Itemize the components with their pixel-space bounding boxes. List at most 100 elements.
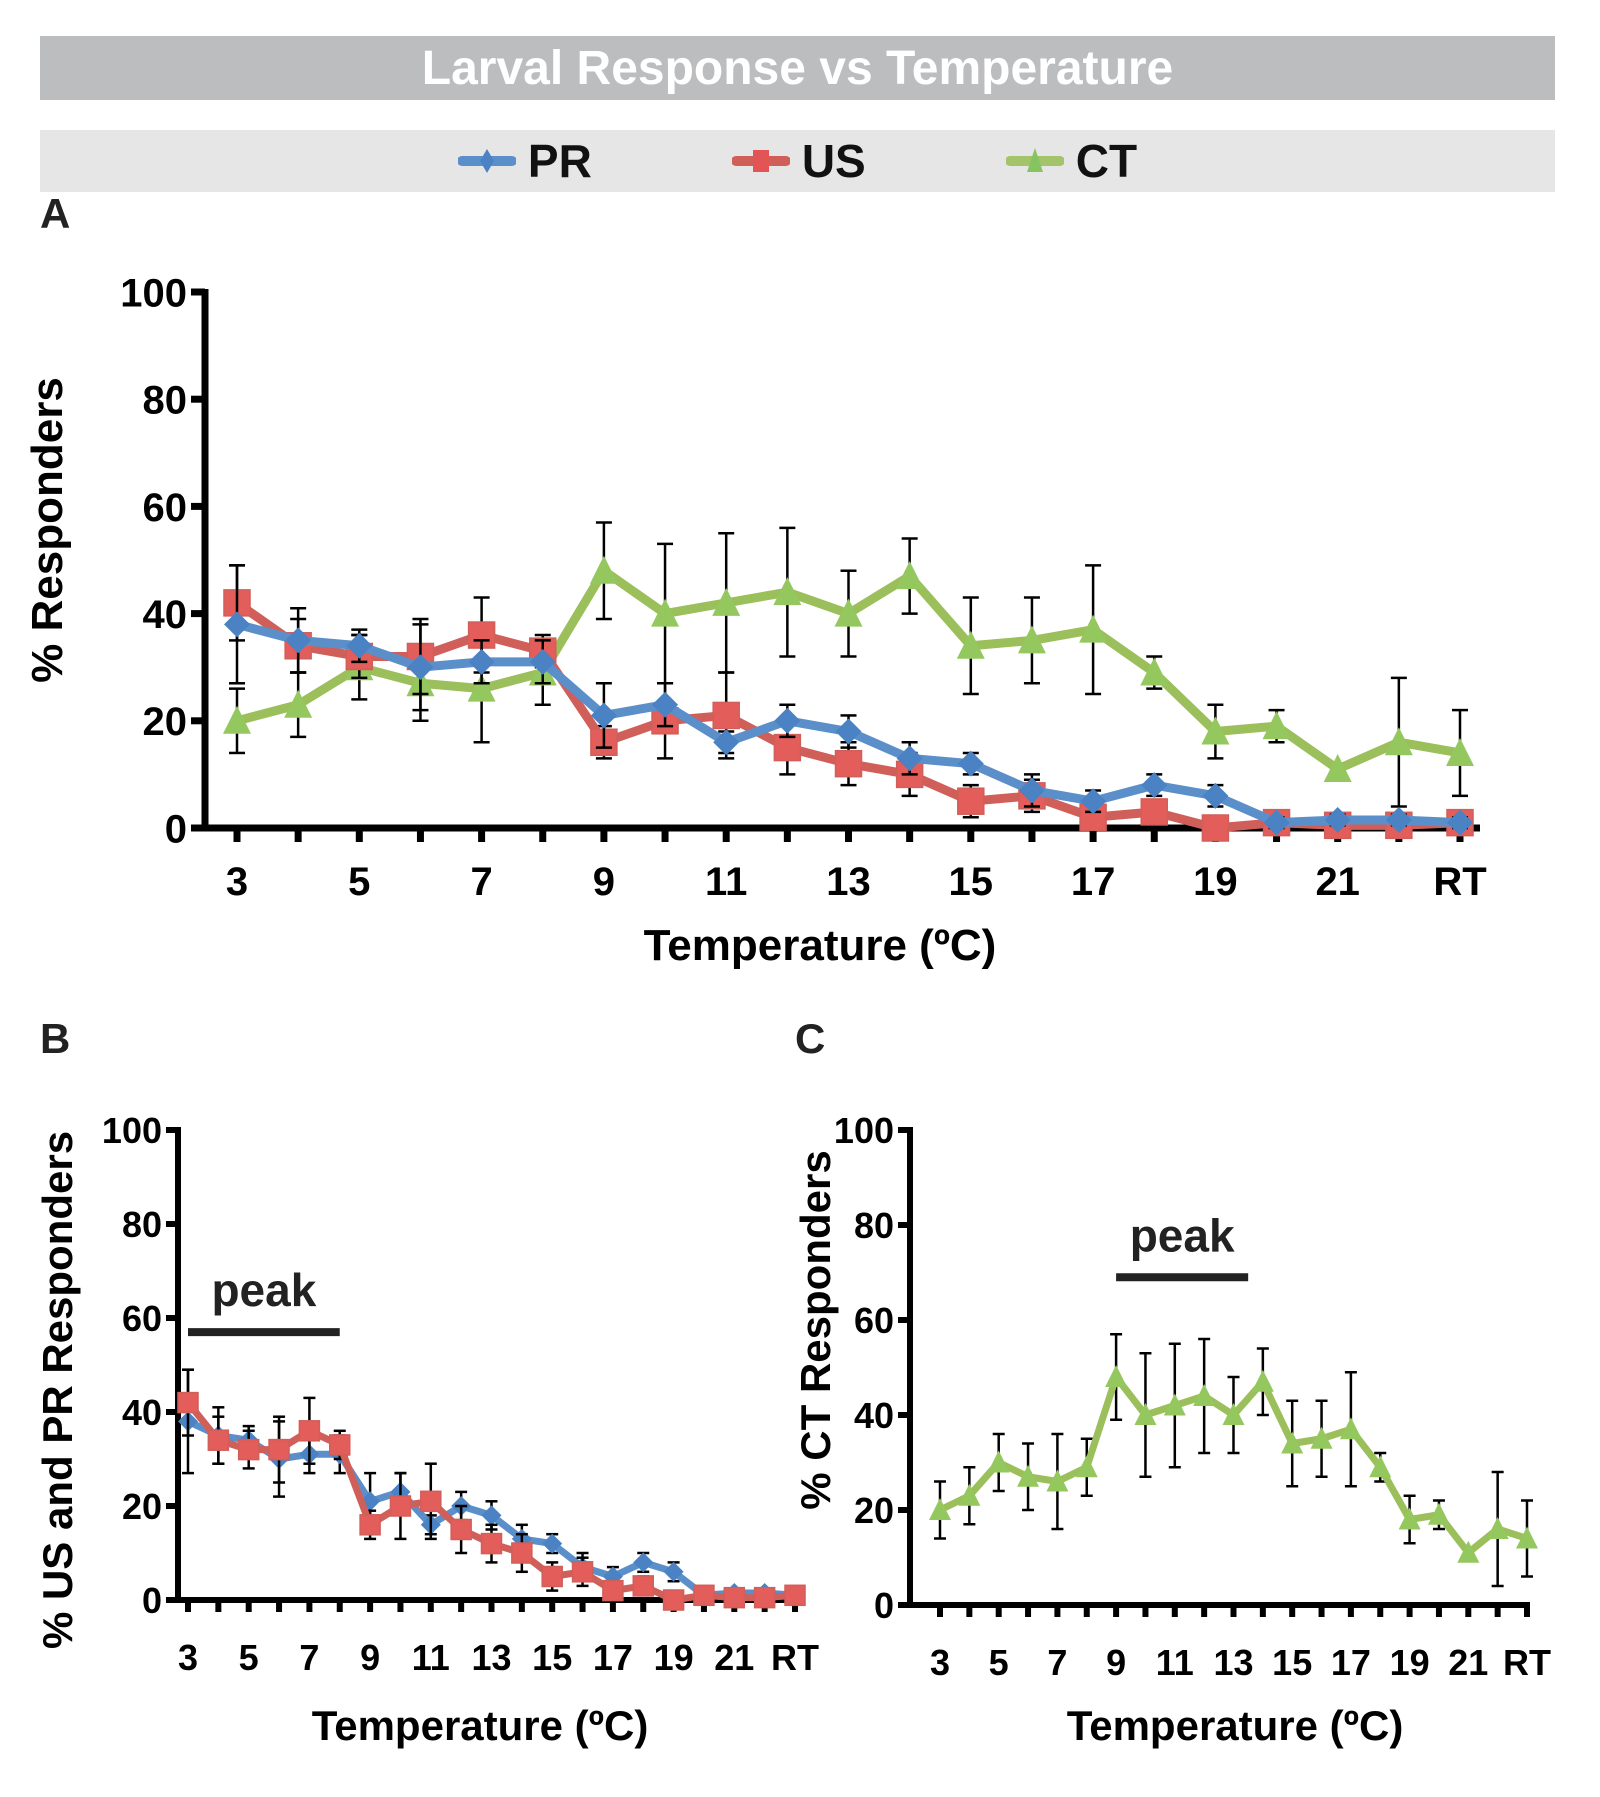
- x-tick-label: 11: [412, 1637, 450, 1678]
- data-point: [1163, 1393, 1186, 1416]
- diamond-marker-icon: [457, 149, 516, 173]
- x-tick-label: 3: [178, 1637, 198, 1678]
- y-tick-label: 60: [854, 1300, 894, 1341]
- square-marker-icon: [731, 150, 790, 172]
- data-point: [1193, 1384, 1216, 1406]
- panel-label-c: C: [795, 1015, 826, 1062]
- data-point: [1339, 1417, 1362, 1440]
- data-point: [1140, 798, 1168, 826]
- x-tick-label: 19: [1193, 860, 1238, 904]
- data-point: [712, 587, 741, 616]
- data-point: [1202, 782, 1229, 809]
- series-us: [177, 1368, 806, 1611]
- y-tick-label: 20: [854, 1490, 894, 1531]
- data-point: [407, 654, 434, 681]
- data-point: [1141, 772, 1168, 799]
- data-point: [1516, 1526, 1538, 1549]
- data-point: [1310, 1426, 1333, 1449]
- data-point: [958, 1483, 981, 1506]
- data-point: [834, 749, 863, 778]
- data-point: [468, 648, 495, 675]
- x-tick-label: 7: [299, 1637, 319, 1678]
- data-point: [1369, 1455, 1392, 1478]
- x-tick-label: 5: [239, 1637, 259, 1678]
- data-point: [957, 750, 984, 777]
- data-point: [956, 630, 985, 659]
- panel-label-b: B: [40, 1015, 71, 1062]
- data-point: [632, 1575, 654, 1597]
- figure-title: Larval Response vs Temperature: [40, 36, 1555, 100]
- data-point: [1251, 1369, 1274, 1392]
- x-tick-label: 13: [471, 1637, 511, 1678]
- x-tick-label: 13: [826, 860, 871, 904]
- legend: PR US CT: [40, 130, 1555, 192]
- panel-label-a: A: [40, 190, 71, 237]
- data-point: [589, 555, 618, 584]
- x-tick-label: 7: [1047, 1642, 1067, 1683]
- x-tick-label: 17: [1331, 1642, 1371, 1683]
- chart-panel-a: 0 20 40 60 80 100 3 5 7 9 11 13 15 17 19 21 RT Temperatur…: [23, 271, 1487, 970]
- data-point: [590, 702, 617, 729]
- x-tick-label: 11: [1156, 1642, 1194, 1683]
- data-point: [237, 1438, 260, 1461]
- y-tick-label: 60: [122, 1298, 162, 1339]
- data-point: [1201, 814, 1230, 842]
- data-point: [1075, 1455, 1098, 1478]
- x-tick-label: RT: [771, 1637, 819, 1678]
- data-point: [207, 1429, 230, 1451]
- chart-panel-b: 0 20 40 60 80 100 3 5 7 9 11 13 15 17 19 21 RT Temperatur…: [34, 1110, 819, 1749]
- data-point: [359, 1514, 381, 1536]
- x-tick-label: 15: [1272, 1642, 1312, 1683]
- y-tick-label: 20: [143, 700, 188, 744]
- data-point: [1324, 806, 1351, 833]
- data-point: [1105, 1365, 1128, 1387]
- data-point: [1263, 809, 1290, 836]
- data-point: [268, 1438, 290, 1461]
- data-point: [1201, 716, 1230, 745]
- chart-panel-c: 0 20 40 60 80 100 3 5 7 9 11 13 15 17 19 21 RT Temperatur…: [792, 1110, 1551, 1749]
- data-point: [723, 1586, 746, 1609]
- legend-label: CT: [1075, 135, 1138, 187]
- y-tick-label: 80: [143, 379, 188, 423]
- data-point: [784, 1584, 806, 1607]
- triangle-marker-icon: [1005, 148, 1064, 172]
- x-tick-label: 19: [1390, 1642, 1430, 1683]
- x-axis-title: Temperature (ºC): [312, 1702, 649, 1749]
- legend-label: PR: [527, 135, 592, 187]
- x-tick-label: 19: [654, 1637, 694, 1678]
- data-point: [1457, 1540, 1480, 1563]
- y-tick-label: 0: [165, 807, 187, 851]
- data-point: [1323, 754, 1352, 783]
- data-point: [712, 701, 740, 730]
- data-point: [652, 691, 679, 718]
- data-point: [571, 1561, 594, 1583]
- y-tick-label: 0: [874, 1585, 894, 1626]
- series-pr: [178, 1368, 805, 1606]
- x-tick-label: 9: [593, 860, 615, 904]
- x-tick-label: 13: [1213, 1642, 1253, 1683]
- x-tick-label: 7: [470, 860, 492, 904]
- series-pr: [224, 564, 1473, 836]
- data-point: [651, 598, 680, 627]
- data-point: [693, 1584, 715, 1607]
- x-tick-label: 3: [930, 1642, 950, 1683]
- data-point: [1385, 806, 1412, 833]
- data-point: [929, 1498, 951, 1520]
- x-axis-title: Temperature (ºC): [1067, 1702, 1404, 1749]
- data-point: [1018, 777, 1045, 804]
- data-point: [224, 611, 250, 638]
- x-tick-label: 9: [1106, 1642, 1126, 1683]
- x-tick-label: 17: [1071, 860, 1116, 904]
- y-tick-label: 40: [854, 1395, 894, 1436]
- data-point: [957, 787, 985, 815]
- data-point: [298, 1420, 321, 1442]
- y-axis-title: % Responders: [23, 377, 72, 683]
- data-point: [895, 561, 924, 590]
- data-point: [896, 745, 923, 772]
- data-point: [773, 733, 802, 762]
- data-point: [285, 627, 312, 654]
- data-point: [346, 632, 373, 659]
- data-point: [1080, 788, 1107, 815]
- data-point: [542, 1533, 563, 1554]
